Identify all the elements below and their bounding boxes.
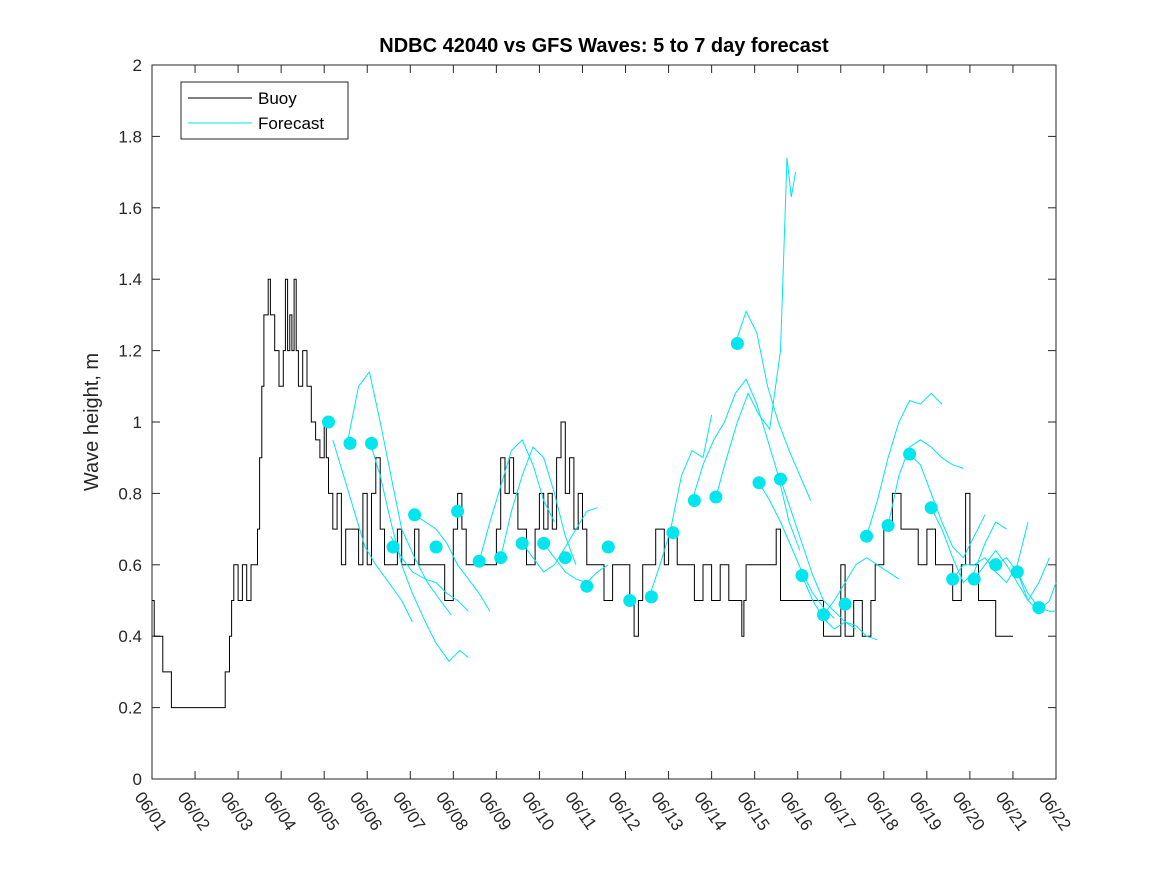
- forecast-start-marker: [687, 494, 701, 507]
- forecast-start-marker: [795, 569, 809, 582]
- forecast-line: [691, 378, 801, 551]
- forecast-start-marker: [537, 536, 551, 550]
- forecast-start-marker: [343, 436, 357, 450]
- forecast-line: [332, 439, 413, 623]
- forecast-start-marker: [1010, 565, 1024, 579]
- chart-title: NDBC 42040 vs GFS Waves: 5 to 7 day fore…: [379, 35, 829, 57]
- y-tick-label: 0.2: [118, 699, 142, 718]
- forecast-start-marker: [623, 594, 637, 607]
- legend: Buoy Forecast: [180, 81, 349, 140]
- forecast-line: [368, 439, 469, 662]
- forecast-line: [543, 543, 609, 584]
- forecast-start-marker: [601, 540, 615, 554]
- forecast-line: [995, 557, 1057, 612]
- y-tick-label: 1.2: [118, 342, 142, 361]
- forecast-start-marker: [838, 597, 852, 611]
- forecast-start-marker: [730, 337, 744, 350]
- forecast-line: [500, 446, 577, 565]
- forecast-start-marker: [644, 590, 658, 604]
- forecast-start-marker: [408, 508, 422, 522]
- forecast-start-marker: [967, 572, 981, 586]
- forecast-start-marker: [666, 526, 680, 540]
- plot-area: [151, 64, 1057, 780]
- y-tick-label: 2: [133, 56, 142, 75]
- forecast-line: [780, 478, 857, 630]
- y-tick-label: 0: [133, 770, 142, 789]
- forecast-start-marker: [429, 540, 443, 554]
- y-tick-label: 1.4: [118, 270, 142, 289]
- forecast-start-marker: [494, 551, 508, 565]
- buoy-series: [152, 278, 1013, 709]
- forecast-line: [909, 453, 986, 559]
- forecast-start-marker: [386, 540, 400, 554]
- forecast-start-marker: [946, 572, 960, 586]
- forecast-start-marker: [451, 504, 465, 518]
- y-tick-label: 1.8: [118, 127, 142, 146]
- y-tick-label: 0.8: [118, 484, 142, 503]
- forecast-start-marker: [924, 501, 938, 515]
- legend-box: [180, 81, 349, 140]
- legend-forecast-label: Forecast: [258, 114, 324, 133]
- y-axis-label: Wave height, m: [81, 353, 103, 491]
- y-tick-label: 0.4: [118, 627, 142, 646]
- forecast-start-marker: [365, 436, 378, 450]
- forecast-start-marker: [472, 554, 486, 568]
- forecast-start-marker: [515, 536, 529, 550]
- forecast-series: [332, 157, 1057, 662]
- y-tick-labels: 0 0.2 0.4 0.6 0.8 1 1.2 1.4 1.6 1.8 2: [118, 56, 142, 789]
- forecast-line: [866, 392, 943, 537]
- forecast-line: [758, 482, 835, 619]
- forecast-line: [648, 414, 713, 598]
- forecast-start-marker: [817, 608, 830, 622]
- forecast-line: [414, 514, 491, 612]
- buoy-line: [152, 278, 1013, 709]
- forecast-start-marker: [881, 519, 895, 532]
- forecast-start-marker: [558, 551, 572, 565]
- forecast-line: [390, 535, 469, 612]
- forecast-start-marker: [774, 472, 787, 486]
- y-tick-label: 0.6: [118, 556, 142, 575]
- legend-buoy-label: Buoy: [258, 89, 297, 108]
- forecast-start-marker: [989, 558, 1003, 572]
- forecast-start-marker: [580, 579, 594, 593]
- forecast-start-marker: [1032, 601, 1046, 615]
- forecast-start-marker: [752, 476, 766, 490]
- forecast-line: [478, 439, 555, 562]
- y-tick-label: 1: [133, 413, 142, 432]
- forecast-start-marker: [903, 447, 917, 461]
- forecast-line: [823, 557, 900, 616]
- forecast-start-markers: [322, 337, 1046, 622]
- forecast-line: [715, 157, 797, 498]
- y-tick-label: 1.6: [118, 199, 142, 218]
- forecast-line: [347, 370, 452, 616]
- forecast-start-marker: [709, 490, 723, 504]
- axis-ticks: [151, 64, 1057, 780]
- forecast-line: [801, 575, 878, 641]
- forecast-start-marker: [860, 529, 874, 543]
- forecast-start-marker: [322, 415, 335, 429]
- forecast-line: [887, 439, 964, 526]
